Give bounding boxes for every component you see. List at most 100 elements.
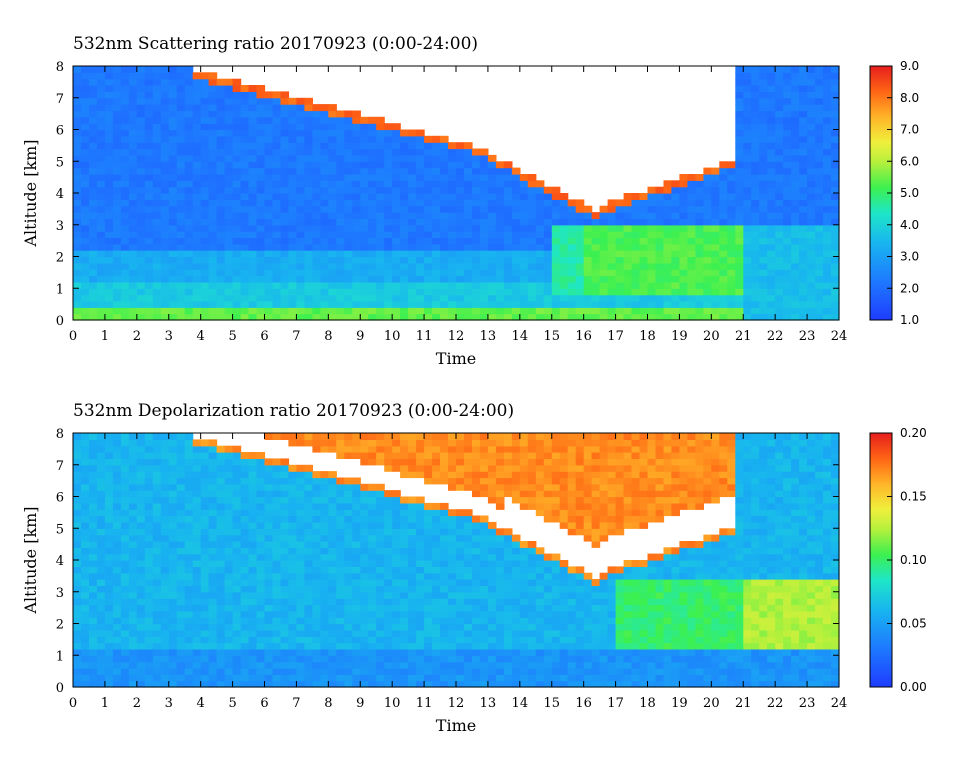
heatmap-cell xyxy=(136,66,146,73)
heatmap-cell xyxy=(775,212,784,219)
heatmap-cell xyxy=(192,85,202,92)
heatmap-cell xyxy=(152,91,162,99)
heatmap-cell xyxy=(655,231,665,238)
heatmap-cell xyxy=(248,269,258,277)
heatmap-cell xyxy=(176,528,186,536)
heatmap-cell xyxy=(208,629,218,637)
heatmap-cell xyxy=(192,553,202,561)
heatmap-cell xyxy=(208,281,218,289)
heatmap-cell xyxy=(448,288,457,296)
heatmap-cell xyxy=(344,180,353,188)
heatmap-cell xyxy=(464,307,473,315)
heatmap-cell xyxy=(432,547,441,555)
heatmap-cell xyxy=(144,553,154,561)
heatmap-cell xyxy=(543,313,553,321)
heatmap-cell xyxy=(200,528,210,536)
heatmap-cell xyxy=(743,256,752,264)
heatmap-cell xyxy=(256,269,266,277)
heatmap-cell xyxy=(168,490,178,498)
heatmap-cell xyxy=(791,186,800,194)
heatmap-cell xyxy=(81,218,90,226)
heatmap-cell xyxy=(416,502,425,510)
heatmap-cell xyxy=(583,294,593,302)
heatmap-cell xyxy=(272,598,282,606)
heatmap-cell xyxy=(240,110,250,118)
heatmap-cell xyxy=(184,458,194,466)
heatmap-cell xyxy=(472,288,481,296)
heatmap-cell xyxy=(831,104,840,112)
heatmap-cell xyxy=(280,205,290,213)
heatmap-cell xyxy=(120,458,130,466)
heatmap-cell xyxy=(232,154,242,162)
heatmap-cell xyxy=(368,541,377,548)
heatmap-cell xyxy=(440,680,449,688)
heatmap-cell xyxy=(783,104,792,112)
heatmap-cell xyxy=(440,674,449,682)
heatmap-cell xyxy=(240,509,250,517)
heatmap-cell xyxy=(416,572,425,580)
heatmap-cell xyxy=(599,243,609,251)
heatmap-cell xyxy=(631,199,641,207)
heatmap-cell xyxy=(224,445,234,453)
heatmap-cell xyxy=(296,598,305,606)
heatmap-cell xyxy=(144,541,154,548)
heatmap-cell xyxy=(296,502,305,510)
heatmap-cell xyxy=(320,129,329,137)
heatmap-cell xyxy=(807,167,816,175)
heatmap-cell xyxy=(799,237,808,245)
heatmap-cell xyxy=(280,502,290,510)
heatmap-cell xyxy=(176,591,186,599)
heatmap-cell xyxy=(128,623,138,631)
panel-2: 532nm Depolarization ratio 20170923 (0:0… xyxy=(21,401,927,735)
heatmap-cell xyxy=(647,313,657,321)
heatmap-cell xyxy=(368,288,377,296)
heatmap-cell xyxy=(89,471,98,479)
heatmap-cell xyxy=(160,610,170,618)
heatmap-cell xyxy=(823,142,832,150)
heatmap-cell xyxy=(256,167,266,175)
heatmap-cell xyxy=(799,135,808,143)
heatmap-cell xyxy=(336,180,345,188)
heatmap-cell xyxy=(392,243,401,251)
heatmap-cell xyxy=(184,167,194,175)
heatmap-cell xyxy=(759,281,768,289)
heatmap-cell xyxy=(184,148,194,156)
heatmap-cell xyxy=(160,623,170,631)
heatmap-cell xyxy=(831,72,840,80)
heatmap-cell xyxy=(416,218,425,226)
heatmap-cell xyxy=(711,218,720,226)
heatmap-cell xyxy=(81,307,90,315)
heatmap-cell xyxy=(184,629,194,637)
heatmap-cell xyxy=(296,471,305,479)
heatmap-cell xyxy=(168,579,178,586)
heatmap-cell xyxy=(216,294,226,302)
heatmap-cell xyxy=(73,655,82,663)
heatmap-cell xyxy=(384,174,393,181)
heatmap-cell xyxy=(160,129,170,137)
heatmap-cell xyxy=(296,464,305,472)
heatmap-cell xyxy=(208,661,218,669)
heatmap-cell xyxy=(128,148,138,156)
heatmap-cell xyxy=(120,502,130,510)
heatmap-cell xyxy=(81,243,90,251)
heatmap-cell xyxy=(352,661,361,669)
heatmap-cell xyxy=(192,135,202,143)
heatmap-cell xyxy=(160,636,170,644)
heatmap-cell xyxy=(216,534,226,542)
heatmap-cell xyxy=(440,433,449,440)
heatmap-cell xyxy=(304,135,313,143)
heatmap-cell xyxy=(288,496,297,504)
heatmap-cell xyxy=(280,623,290,631)
heatmap-cell xyxy=(200,218,210,226)
heatmap-cell xyxy=(192,452,202,459)
heatmap-cell xyxy=(81,547,90,555)
heatmap-cell xyxy=(176,521,186,529)
heatmap-cell xyxy=(120,598,130,606)
heatmap-cell xyxy=(416,585,425,593)
heatmap-cell xyxy=(128,275,138,283)
heatmap-cell xyxy=(392,629,401,637)
heatmap-cell xyxy=(511,243,521,251)
heatmap-cell xyxy=(368,509,377,517)
heatmap-cell xyxy=(727,180,736,188)
